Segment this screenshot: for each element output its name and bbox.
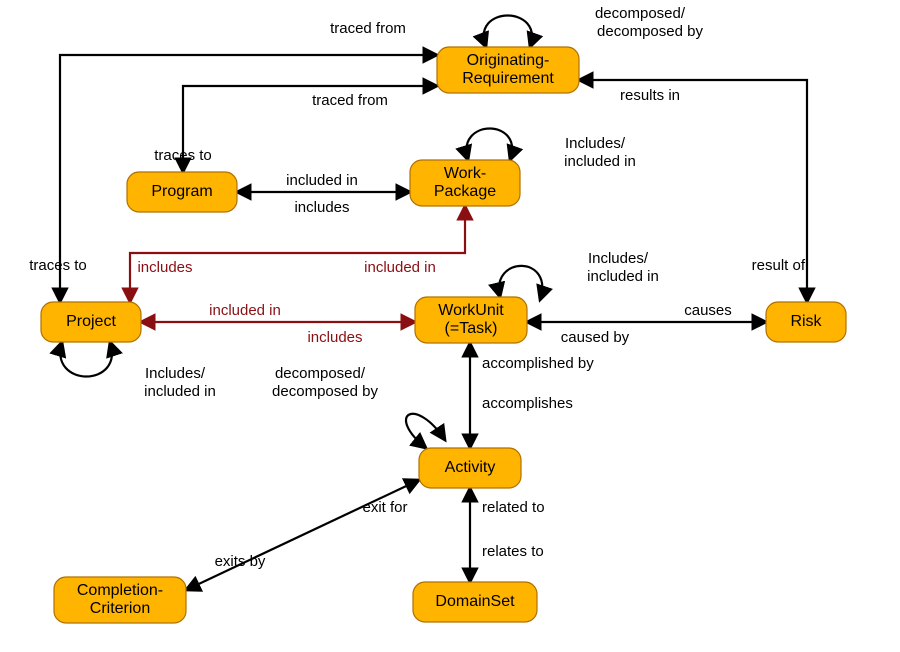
label-accomplished-by: accomplished by [482, 355, 594, 372]
node-completion-criterion: Completion-Criterion [54, 577, 186, 623]
node-label: (=Task) [445, 320, 498, 337]
node-risk: Risk [766, 302, 846, 342]
node-originating-requirement: Originating-Requirement [437, 47, 579, 93]
label-act-decomp1: decomposed/ [275, 365, 366, 382]
node-program: Program [127, 172, 237, 212]
node-label: Activity [445, 459, 496, 476]
nodes-layer: Originating-Requirement Program Work-Packa… [41, 47, 846, 623]
node-work-unit: WorkUnit(=Task) [415, 297, 527, 343]
label-act-decomp2: decomposed by [272, 383, 378, 400]
label-relates-to: relates to [482, 543, 544, 560]
label-includes-pw: includes [294, 199, 349, 216]
label-included-in-red2: included in [209, 302, 281, 319]
node-label: Risk [790, 313, 822, 330]
label-wu-self2: included in [587, 268, 659, 285]
label-exit-for: exit for [362, 499, 407, 516]
node-label: Project [66, 313, 116, 330]
node-project: Project [41, 302, 141, 342]
label-includes-red2: includes [307, 329, 362, 346]
node-domain-set: DomainSet [413, 582, 537, 622]
label-traces-to-prog: traces to [154, 147, 212, 164]
edge-project-to-workpackage [130, 206, 465, 302]
edge-activity-to-completion [186, 480, 419, 590]
node-label: Completion- [77, 582, 163, 599]
entity-relationship-diagram: traced from traces to decomposed/ decomp… [0, 0, 900, 652]
node-label: Requirement [462, 70, 554, 87]
label-accomplishes: accomplishes [482, 395, 573, 412]
label-related-to: related to [482, 499, 545, 516]
node-work-package: Work-Package [410, 160, 520, 206]
node-label: DomainSet [435, 593, 515, 610]
label-decomposed-or: decomposed/ [595, 5, 686, 22]
label-included-in-pw: included in [286, 172, 358, 189]
label-results-in: results in [620, 87, 680, 104]
label-wu-self1: Includes/ [588, 250, 649, 267]
edge-workunit-self [499, 266, 542, 300]
label-proj-self1: Includes/ [145, 365, 206, 382]
edge-orig-req-to-program [183, 86, 437, 172]
edge-activity-self [406, 414, 445, 448]
node-label: Program [151, 183, 212, 200]
label-exits-by: exits by [215, 553, 266, 570]
edge-orig-req-self [484, 16, 532, 48]
node-activity: Activity [419, 448, 521, 488]
label-proj-self2: included in [144, 383, 216, 400]
label-wp-self2: included in [564, 153, 636, 170]
label-traced-from-prog: traced from [312, 92, 388, 109]
node-label: Criterion [90, 600, 150, 617]
label-includes-red: includes [137, 259, 192, 276]
label-included-in-red: included in [364, 259, 436, 276]
node-label: Originating- [467, 52, 550, 69]
label-causes: causes [684, 302, 732, 319]
edge-project-self [60, 342, 112, 377]
label-wp-self1: Includes/ [565, 135, 626, 152]
node-label: WorkUnit [438, 302, 504, 319]
label-caused-by: caused by [561, 329, 630, 346]
label-traces-to-proj: traces to [29, 257, 87, 274]
edge-workpackage-self [466, 129, 512, 161]
label-traced-from-top: traced from [330, 20, 406, 37]
node-label: Package [434, 183, 496, 200]
node-label: Work- [444, 165, 486, 182]
label-decomposed-by: decomposed by [597, 23, 703, 40]
label-result-of: result of [752, 257, 806, 274]
